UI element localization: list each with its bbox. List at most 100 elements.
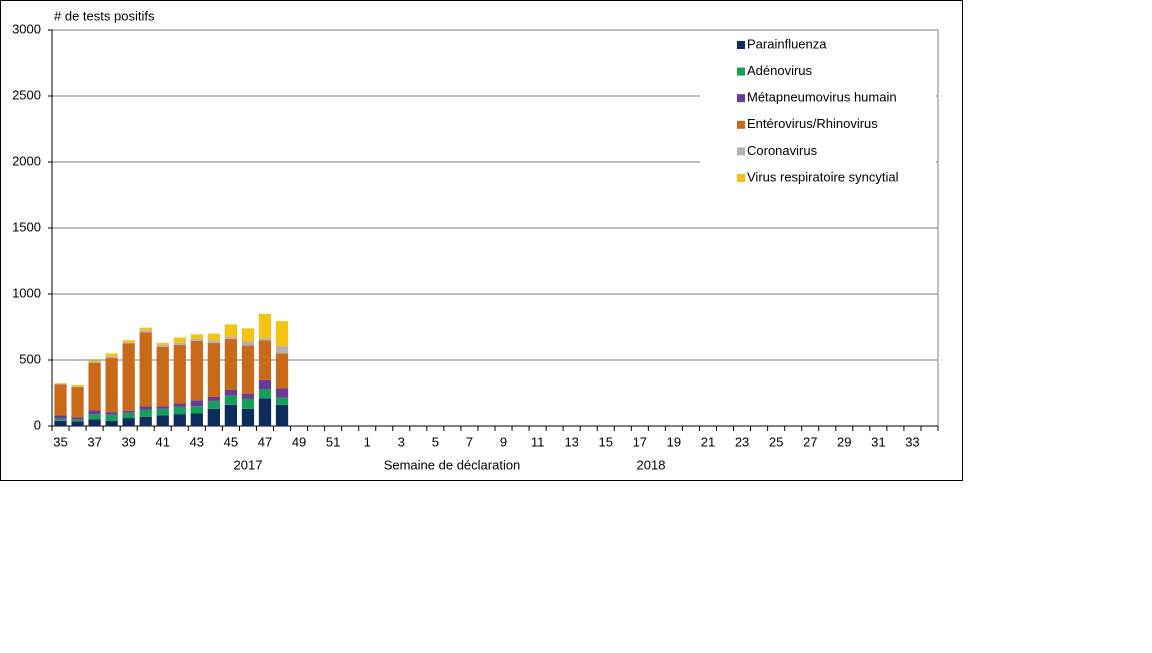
bar-segment (71, 385, 84, 387)
legend-label: Coronavirus (747, 143, 818, 158)
bar-segment (105, 358, 118, 413)
bar-segment (122, 410, 135, 413)
legend-swatch (737, 120, 745, 129)
x-tick-label: 13 (564, 434, 578, 449)
bar-segment (122, 412, 135, 419)
bar-segment (71, 421, 84, 426)
bar-segment (241, 328, 255, 342)
bar-segment (258, 379, 272, 390)
legend-swatch (737, 67, 745, 76)
bar-segment (275, 346, 289, 354)
x-tick-label: 5 (432, 434, 439, 449)
bar-segment (71, 387, 84, 418)
x-tick-label: 47 (258, 434, 272, 449)
bar-segment (139, 416, 152, 426)
bar-segment (207, 396, 220, 401)
bar-segment (156, 346, 169, 407)
bar-segment (241, 345, 255, 394)
legend-label: Métapneumovirus humain (747, 90, 897, 105)
bar-segment (190, 413, 203, 426)
bar-segment (88, 361, 101, 363)
y-tick-label: 3000 (12, 21, 41, 36)
legend-label: Entérovirus/Rhinovirus (747, 116, 878, 131)
bar-segment (139, 332, 152, 407)
bar-segment (71, 386, 84, 388)
bar-segment (54, 418, 67, 421)
x-tick-label: 35 (53, 434, 67, 449)
bar-segment (275, 397, 289, 405)
legend-swatch (737, 147, 745, 156)
legend-box (700, 33, 936, 193)
x-tick-label: 41 (156, 434, 170, 449)
bar-segment (258, 338, 272, 341)
bar-segment (139, 330, 152, 333)
bar-segment (54, 383, 67, 385)
bar-segment (207, 342, 220, 397)
bar-segment (224, 395, 238, 405)
bar-segment (173, 403, 186, 407)
bar-segment (241, 398, 255, 409)
x-group-label: 2017 (234, 457, 263, 472)
bar-segment (241, 393, 255, 399)
x-tick-label: 3 (398, 434, 405, 449)
legend-swatch (737, 174, 745, 182)
bar-segment (241, 341, 255, 346)
bar-segment (241, 408, 255, 426)
bar-segment (224, 389, 238, 396)
bar-segment (258, 398, 272, 426)
y-tick-label: 0 (34, 417, 41, 432)
x-tick-label: 27 (803, 434, 817, 449)
x-group-label: 2018 (637, 457, 666, 472)
x-tick-label: 7 (466, 434, 473, 449)
bar-segment (258, 389, 272, 399)
bar-segment (122, 343, 135, 411)
x-tick-label: 37 (87, 434, 101, 449)
x-tick-label: 39 (121, 434, 135, 449)
x-tick-label: 33 (905, 434, 919, 449)
y-tick-label: 2500 (12, 87, 41, 102)
bar-segment (105, 420, 118, 426)
x-tick-label: 1 (364, 434, 371, 449)
bar-segment (258, 313, 272, 339)
bar-segment (207, 408, 220, 426)
bar-segment (190, 406, 203, 414)
x-tick-label: 15 (599, 434, 613, 449)
bar-segment (190, 334, 203, 339)
x-tick-label: 21 (701, 434, 715, 449)
bar-segment (88, 360, 101, 362)
bar-segment (224, 404, 238, 426)
x-tick-label: 25 (769, 434, 783, 449)
bar-segment (88, 362, 101, 411)
bar-segment (54, 383, 67, 384)
y-tick-label: 2000 (12, 153, 41, 168)
x-tick-label: 17 (633, 434, 647, 449)
bar-segment (156, 406, 169, 409)
x-tick-label: 19 (667, 434, 681, 449)
bar-segment (88, 414, 101, 420)
bar-segment (156, 408, 169, 416)
bar-segment (190, 338, 203, 341)
bar-segment (122, 342, 135, 344)
bar-segment (105, 353, 118, 357)
bar-segment (105, 412, 118, 415)
bar-segment (173, 342, 186, 345)
bar-segment (275, 321, 289, 347)
bar-segment (275, 404, 289, 426)
x-tick-label: 23 (735, 434, 749, 449)
x-tick-label: 11 (531, 434, 545, 449)
bar-segment (207, 333, 220, 341)
bar-segment (156, 415, 169, 426)
bar-segment (190, 400, 203, 407)
bar-segment (275, 353, 289, 389)
bar-segment (224, 336, 238, 339)
bar-segment (88, 410, 101, 415)
bar-segment (105, 414, 118, 421)
bar-segment (173, 406, 186, 415)
bar-segment (207, 340, 220, 343)
legend-label: Virus respiratoire syncytial (747, 169, 899, 184)
legend-swatch (737, 94, 745, 103)
bar-segment (88, 419, 101, 426)
x-tick-label: 43 (190, 434, 204, 449)
bar-segment (54, 420, 67, 426)
